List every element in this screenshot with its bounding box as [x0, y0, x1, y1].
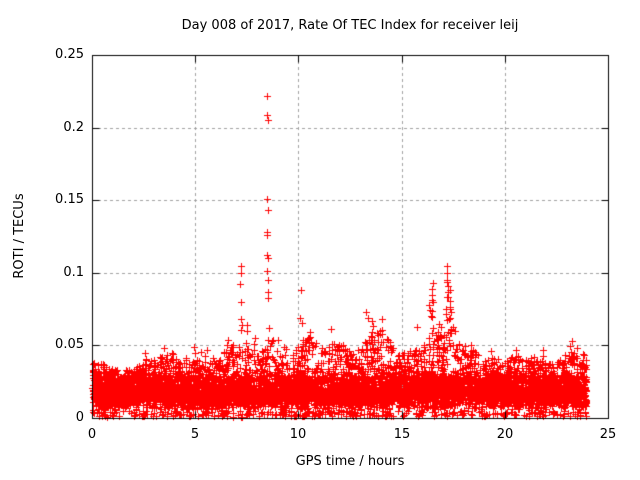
x-tick-label: 5	[190, 427, 200, 442]
x-axis-label: GPS time / hours	[295, 454, 405, 469]
y-axis-label: ROTI / TECUs	[12, 193, 27, 279]
y-tick-label: 0.05	[55, 337, 84, 352]
x-tick-label: 0	[87, 427, 97, 442]
y-tick-label: 0	[75, 410, 84, 425]
chart-title: Day 008 of 2017, Rate Of TEC Index for r…	[181, 18, 519, 33]
x-tick-label: 15	[393, 427, 411, 442]
y-tick-label: 0.15	[55, 192, 84, 207]
x-tick-label: 25	[599, 427, 617, 442]
x-tick-label: 10	[289, 427, 307, 442]
y-tick-label: 0.2	[63, 120, 84, 135]
y-tick-label: 0.1	[63, 265, 84, 280]
x-tick-label: 20	[496, 427, 514, 442]
y-tick-label: 0.25	[55, 47, 84, 62]
